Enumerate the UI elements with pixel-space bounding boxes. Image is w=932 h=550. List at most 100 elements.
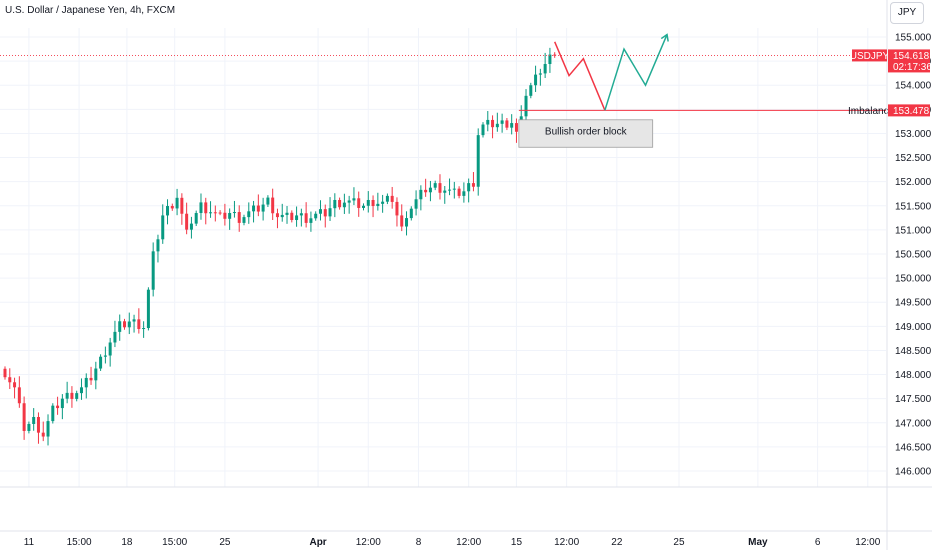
imbalance-price-value: 153.478 — [893, 106, 930, 117]
y-tick-label: 147.500 — [895, 394, 932, 405]
y-tick-label: 148.500 — [895, 346, 932, 357]
candle-body — [89, 377, 93, 381]
candle-body — [256, 205, 260, 212]
x-tick-label: May — [748, 537, 768, 548]
candle-body — [457, 188, 461, 196]
candle-body — [299, 213, 303, 216]
candle-body — [137, 319, 141, 329]
candle-body — [448, 189, 452, 191]
candle-body — [60, 398, 64, 409]
x-tick-label: 22 — [611, 537, 623, 548]
candle-body — [218, 212, 222, 214]
candle-body — [46, 421, 50, 437]
currency-button[interactable]: JPY — [890, 2, 924, 24]
candle-body — [295, 215, 299, 221]
candle-body — [390, 195, 394, 202]
x-tick-label: 12:00 — [855, 537, 880, 548]
x-tick-label: 12:00 — [356, 537, 381, 548]
grid-layer — [0, 28, 886, 487]
candle-body — [304, 213, 308, 223]
candle-body — [213, 212, 217, 214]
last-price-value: 154.618 — [893, 51, 930, 62]
y-tick-label: 146.500 — [895, 442, 932, 453]
candle-body — [405, 218, 409, 227]
candle-body — [438, 183, 442, 193]
y-tick-label: 152.000 — [895, 177, 932, 188]
y-tick-label: 154.000 — [895, 81, 932, 92]
candle-body — [428, 187, 432, 193]
candle-body — [409, 208, 413, 219]
x-tick-label: 15:00 — [67, 537, 92, 548]
x-tick-label: 12:00 — [554, 537, 579, 548]
candle-body — [290, 212, 294, 221]
candle-body — [467, 183, 471, 192]
y-tick-label: 150.000 — [895, 274, 932, 285]
candle-body — [13, 382, 17, 388]
candle-body — [8, 377, 12, 383]
x-tick-label: 11 — [24, 537, 35, 548]
candle-body — [261, 204, 265, 212]
order-block-label: Bullish order block — [545, 127, 628, 138]
y-tick-label: 155.000 — [895, 33, 932, 44]
candle-body — [65, 392, 69, 399]
overlay-layer: Bullish order block Imbalance — [0, 33, 895, 148]
candle-body — [237, 212, 241, 223]
x-tick-label: Apr — [309, 537, 326, 548]
x-tick-label: 6 — [815, 537, 821, 548]
candle-body — [175, 197, 179, 209]
candle-body — [123, 321, 126, 328]
candle-body — [414, 199, 418, 209]
candle-body — [204, 202, 208, 214]
y-tick-label: 148.000 — [895, 370, 932, 381]
order-block-zone — [518, 119, 654, 148]
x-tick-label: 18 — [121, 537, 133, 548]
candle-body — [476, 135, 480, 187]
candle-body — [529, 85, 533, 96]
candle-body — [342, 202, 346, 208]
projection-arrow-head — [660, 33, 669, 42]
candle-body — [146, 289, 150, 329]
candle-body — [151, 251, 155, 290]
candle-body — [471, 183, 475, 187]
symbol-tag-text: USDJPY — [850, 51, 890, 62]
candle-body — [357, 198, 361, 208]
candle-body — [36, 416, 40, 433]
y-tick-label: 149.000 — [895, 322, 932, 333]
candle-body — [510, 123, 514, 128]
candle-body — [424, 189, 428, 193]
y-tick-label: 146.000 — [895, 467, 932, 478]
candle-body — [99, 356, 103, 369]
candle-body — [3, 368, 7, 378]
candle-body — [548, 54, 552, 65]
candle-body — [132, 319, 136, 322]
candle-body — [84, 377, 88, 388]
candle-body — [491, 119, 495, 128]
candle-body — [180, 197, 184, 214]
candle-body — [79, 387, 83, 394]
x-tick-label: 25 — [219, 537, 231, 548]
candle-body — [371, 199, 375, 207]
candle-body — [323, 209, 327, 217]
candle-body — [266, 197, 270, 205]
candle-body — [486, 119, 490, 125]
candle-body — [385, 195, 389, 202]
candle-body — [41, 432, 45, 437]
candle-body — [280, 214, 284, 218]
candle-body — [524, 95, 528, 117]
candle-body — [381, 201, 385, 204]
symbol-tag — [852, 49, 887, 62]
candle-body — [347, 200, 351, 203]
x-tick-label: 25 — [673, 537, 685, 548]
candle-body — [185, 213, 189, 230]
candle-body — [553, 54, 557, 56]
candle-body — [285, 212, 289, 215]
candle-body — [395, 201, 399, 216]
candle-body — [32, 416, 36, 424]
y-tick-label: 147.000 — [895, 418, 932, 429]
candle-body — [94, 368, 98, 381]
candle-body — [309, 218, 313, 223]
candle-body — [75, 393, 79, 399]
candle-body — [443, 190, 447, 193]
candle-body — [170, 206, 174, 209]
